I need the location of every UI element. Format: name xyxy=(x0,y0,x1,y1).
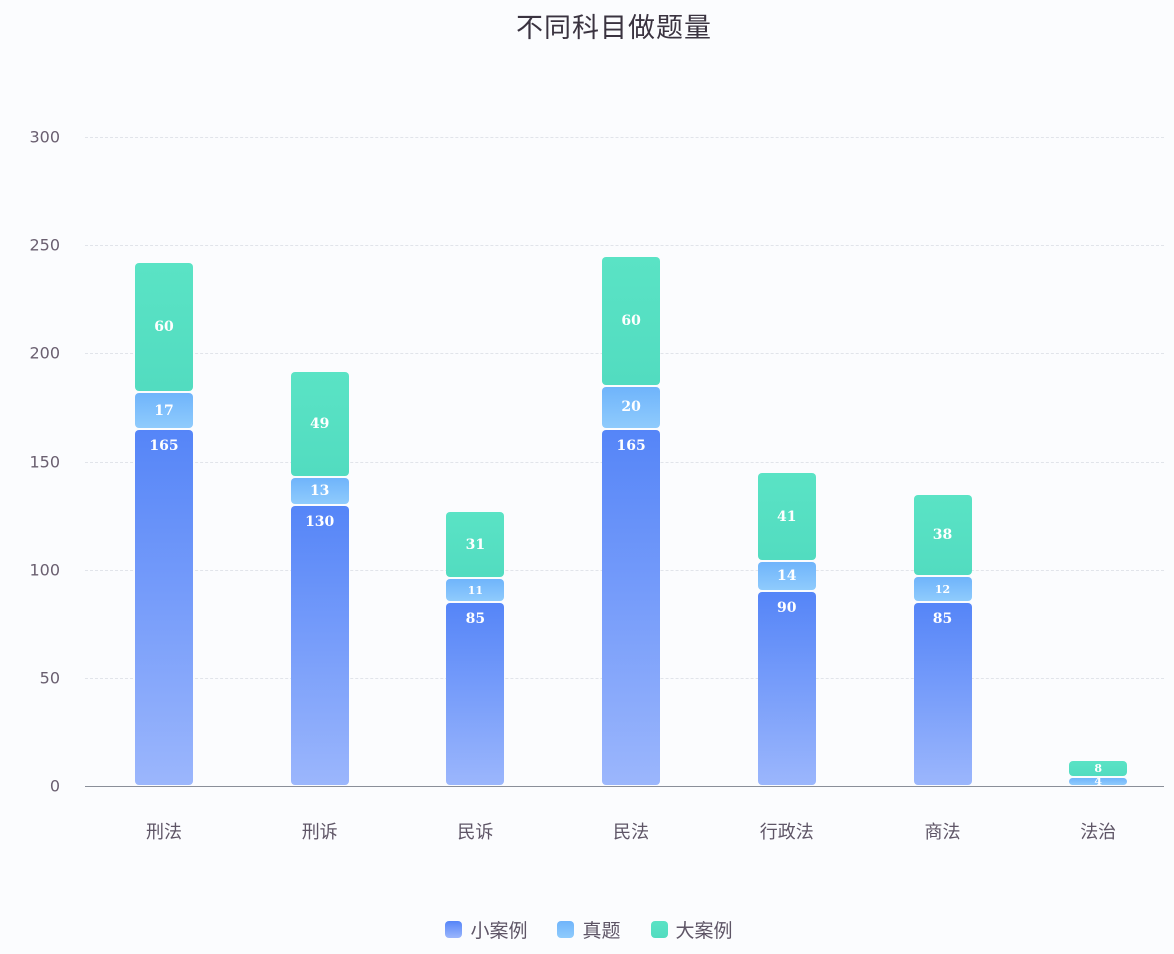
bar-segment[interactable]: 8 xyxy=(1069,761,1128,777)
x-tick-label: 刑诉 xyxy=(301,822,338,843)
bar-segment[interactable]: 85 xyxy=(446,603,505,785)
bar-segment[interactable]: 41 xyxy=(757,473,816,560)
bar-segment[interactable]: 13 xyxy=(290,477,349,504)
legend: 小案例 真题 大案例 xyxy=(0,916,1174,943)
legend-item[interactable]: 小案例 xyxy=(445,916,527,943)
x-tick-label: 民法 xyxy=(613,822,650,843)
bar-segment[interactable]: 12 xyxy=(913,577,972,602)
legend-swatch-icon xyxy=(650,921,668,938)
gridline xyxy=(85,245,1164,247)
bar-segment[interactable]: 165 xyxy=(602,430,661,785)
y-tick-label: 150 xyxy=(29,452,60,471)
bar-segment[interactable]: 38 xyxy=(913,494,972,576)
legend-item[interactable]: 真题 xyxy=(557,916,621,943)
y-tick-label: 0 xyxy=(49,776,60,796)
gridline xyxy=(85,137,1164,138)
bar-segment[interactable]: 20 xyxy=(602,386,661,429)
y-tick-label: 200 xyxy=(29,343,60,363)
legend-item[interactable]: 大案例 xyxy=(650,916,733,943)
bar-stack[interactable]: 165 17 60 xyxy=(135,0,193,954)
bar-segment[interactable]: 11 xyxy=(446,579,505,602)
bar-stack[interactable]: 90 14 41 xyxy=(757,0,816,954)
legend-swatch-icon xyxy=(557,921,575,938)
y-tick-label: 250 xyxy=(29,235,60,255)
x-tick-label: 法治 xyxy=(1080,822,1117,843)
legend-label: 大案例 xyxy=(675,920,733,942)
bar-stack[interactable]: 85 12 38 xyxy=(913,0,972,954)
bar-segment[interactable]: 60 xyxy=(135,263,193,392)
bar-segment[interactable]: 17 xyxy=(135,393,193,429)
bar-stack[interactable]: 85 11 31 xyxy=(446,0,505,954)
x-tick-label: 行政法 xyxy=(759,822,814,843)
x-tick-label: 民诉 xyxy=(457,822,494,843)
bar-segment[interactable]: 14 xyxy=(757,562,816,591)
y-tick-label: 300 xyxy=(29,127,60,147)
x-tick-label: 刑法 xyxy=(146,822,182,843)
chart-title: 不同科目做题量 xyxy=(516,13,712,44)
x-axis-line xyxy=(85,786,1164,787)
legend-swatch-icon xyxy=(445,921,463,938)
bar-segment[interactable]: 165 xyxy=(135,430,193,785)
bar-segment[interactable]: 31 xyxy=(446,512,505,578)
bar-segment[interactable]: 60 xyxy=(602,256,661,385)
legend-label: 小案例 xyxy=(470,920,528,942)
bar-segment[interactable]: 49 xyxy=(290,371,349,476)
bar-segment[interactable]: 130 xyxy=(290,505,349,785)
bar-segment[interactable]: 85 xyxy=(913,603,972,785)
y-tick-label: 50 xyxy=(39,668,60,688)
y-tick-label: 100 xyxy=(29,560,60,580)
bar-segment[interactable]: 90 xyxy=(757,592,816,785)
bar-stack[interactable]: 165 20 60 xyxy=(602,0,661,954)
bar-segment[interactable]: 4 xyxy=(1069,778,1128,785)
x-tick-label: 商法 xyxy=(924,822,961,843)
legend-label: 真题 xyxy=(582,920,621,942)
bar-stack[interactable]: 130 13 49 xyxy=(290,0,349,954)
